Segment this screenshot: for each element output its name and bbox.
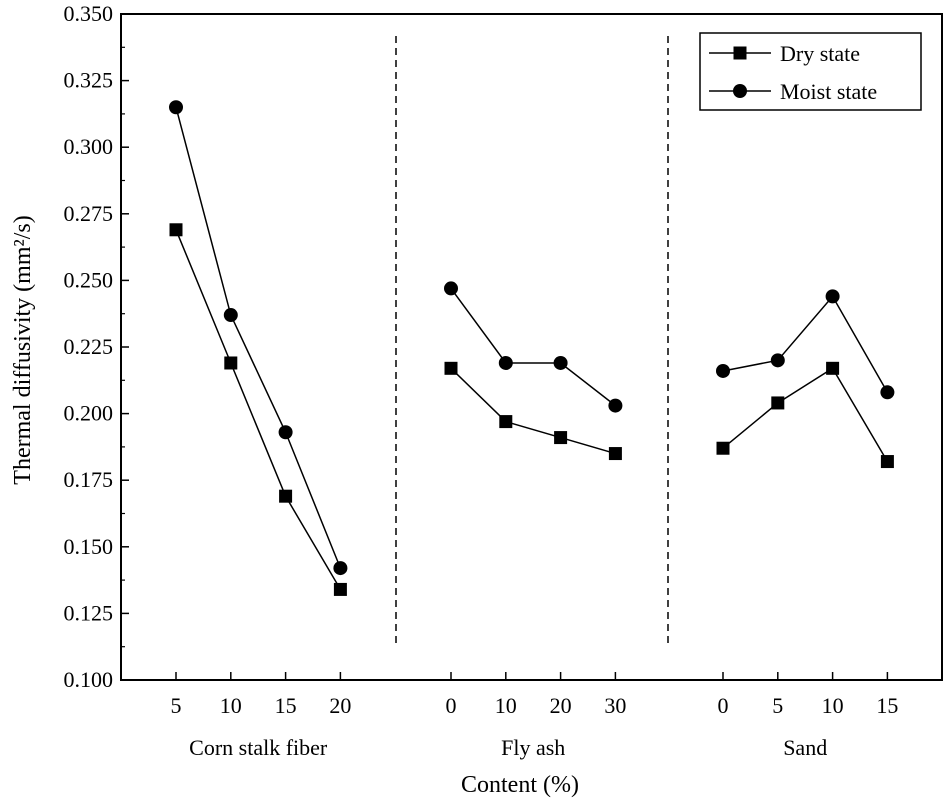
legend-label: Dry state [780, 41, 860, 66]
x-tick-label: 10 [822, 693, 844, 718]
y-axis-title: Thermal diffusivity (mm²/s) [10, 215, 36, 484]
x-tick-label: 15 [275, 693, 297, 718]
series-moist-state [169, 100, 348, 576]
data-point-square [169, 223, 183, 237]
y-tick-label: 0.125 [64, 600, 114, 625]
data-point-circle [880, 385, 895, 400]
y-tick-label: 0.275 [64, 201, 114, 226]
series-line [722, 295, 889, 393]
group-label: Corn stalk fiber [189, 735, 328, 760]
y-tick-label: 0.200 [64, 401, 114, 426]
group-label: Fly ash [501, 735, 565, 760]
series-line [450, 367, 616, 455]
data-point-circle [770, 353, 785, 368]
x-tick-label: 10 [495, 693, 517, 718]
y-tick-label: 0.350 [64, 1, 114, 26]
series-line [450, 287, 616, 407]
series-line [175, 107, 342, 569]
x-tick-label: 15 [876, 693, 898, 718]
group-separators [395, 36, 669, 646]
y-tick-label: 0.225 [64, 334, 114, 359]
data-point-circle [716, 363, 730, 378]
series-moist-state [716, 289, 895, 400]
axes: 0.100 0.125 0.150 0.175 0.200 0.225 0.250 0.275… [64, 1, 943, 760]
data-point-circle [169, 100, 183, 115]
data-point-square [499, 415, 513, 429]
x-tick-label: 20 [329, 693, 351, 718]
x-tick-label: 5 [171, 693, 182, 718]
data-point-square [444, 361, 458, 375]
y-tick-label: 0.175 [64, 467, 114, 492]
group-label: Sand [783, 735, 827, 760]
series-moist-state [444, 281, 623, 413]
x-tick-label: 0 [718, 693, 729, 718]
data-point-square [771, 396, 785, 410]
series-line [175, 229, 342, 590]
data-point-circle [278, 425, 293, 440]
legend-label: Moist state [780, 79, 877, 104]
series-layer [169, 100, 895, 596]
x-tick-label: 20 [550, 693, 572, 718]
x-tick-label: 0 [446, 693, 457, 718]
data-point-square [224, 356, 238, 370]
data-point-circle [223, 308, 238, 323]
legend-marker-circle [733, 84, 747, 98]
y-tick-label: 0.300 [64, 134, 114, 159]
series-dry-state [444, 361, 622, 461]
series-line [722, 367, 889, 462]
x-tick-label: 10 [220, 693, 242, 718]
y-tick-label: 0.150 [64, 534, 114, 559]
y-tick-label: 0.250 [64, 267, 114, 292]
series-dry-state [169, 223, 347, 596]
x-axis-title: Content (%) [461, 772, 579, 798]
data-point-square [716, 441, 730, 455]
data-point-circle [444, 281, 458, 296]
legend: Dry state Moist state [699, 32, 922, 111]
data-point-square [333, 582, 347, 596]
series-dry-state [716, 361, 894, 469]
x-tick-label: 5 [772, 693, 783, 718]
data-point-circle [608, 398, 623, 413]
data-point-square [826, 361, 840, 375]
plot-frame [120, 13, 943, 681]
data-point-square [880, 455, 894, 469]
data-point-circle [333, 561, 348, 576]
data-point-circle [553, 355, 568, 370]
y-tick-label: 0.100 [64, 667, 114, 692]
data-point-square [608, 447, 622, 461]
data-point-square [279, 489, 293, 503]
data-point-square [554, 431, 568, 445]
data-point-circle [498, 355, 513, 370]
legend-marker-square [733, 46, 747, 60]
data-point-circle [825, 289, 840, 304]
x-tick-label: 30 [604, 693, 626, 718]
y-tick-label: 0.325 [64, 68, 114, 93]
